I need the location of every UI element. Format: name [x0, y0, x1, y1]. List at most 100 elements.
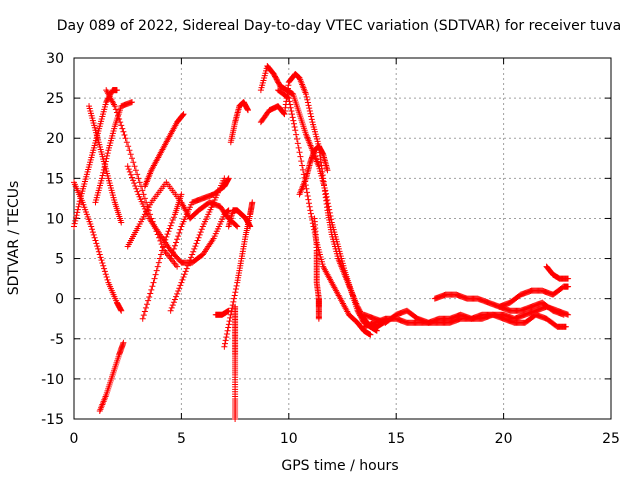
data-point — [233, 222, 240, 229]
data-point — [97, 254, 104, 261]
data-point — [225, 307, 232, 314]
series-trace-10 — [141, 111, 187, 190]
data-point — [71, 223, 77, 230]
data-point — [76, 201, 83, 208]
data-point — [196, 231, 203, 238]
data-point — [306, 203, 313, 210]
data-point — [244, 107, 251, 114]
data-point — [222, 340, 229, 347]
series-trace-05 — [96, 339, 127, 414]
data-point — [192, 243, 199, 250]
data-point — [315, 315, 322, 322]
data-point — [140, 312, 147, 319]
data-point — [169, 302, 176, 309]
data-point — [185, 259, 192, 266]
data-point — [286, 98, 293, 105]
series-trace-12 — [167, 175, 232, 262]
data-point — [307, 110, 314, 117]
data-point — [154, 263, 161, 270]
data-point — [290, 120, 297, 127]
data-point — [173, 239, 180, 246]
data-point — [308, 213, 315, 220]
series-trace-16 — [232, 303, 239, 422]
data-point — [190, 248, 197, 255]
data-point — [171, 242, 178, 249]
data-point — [94, 243, 101, 250]
data-point — [180, 111, 187, 118]
data-point — [120, 128, 127, 135]
data-point — [292, 127, 299, 134]
data-point — [308, 113, 315, 120]
data-point — [324, 167, 331, 174]
data-point — [72, 215, 79, 222]
data-point — [565, 275, 572, 282]
data-point — [148, 286, 155, 293]
data-point — [307, 210, 314, 217]
data-point — [159, 247, 166, 254]
series-trace-01 — [71, 87, 120, 230]
data-point — [146, 294, 153, 301]
data-point — [124, 163, 131, 170]
data-point — [141, 308, 148, 315]
series-trace-03 — [86, 103, 125, 226]
data-point — [115, 112, 122, 119]
data-point — [98, 175, 105, 182]
data-point — [167, 307, 174, 314]
data-point — [225, 321, 232, 328]
data-point — [295, 144, 302, 151]
data-point — [304, 192, 311, 199]
data-point — [102, 271, 109, 278]
data-point — [198, 226, 205, 233]
data-point — [179, 276, 186, 283]
series-trace-13 — [212, 307, 232, 318]
series-trace-04 — [92, 99, 135, 206]
data-point — [305, 102, 312, 109]
series-trace-09 — [139, 191, 185, 322]
data-points — [71, 63, 572, 422]
data-point — [93, 240, 100, 247]
plot-area-border — [73, 57, 612, 420]
data-point — [562, 323, 569, 330]
y-tick-label: -10 — [41, 372, 64, 388]
data-point — [103, 155, 110, 162]
data-point — [75, 203, 82, 210]
data-point — [305, 200, 312, 207]
data-point — [127, 151, 134, 158]
y-tick-label: 25 — [46, 91, 64, 107]
data-point — [113, 109, 120, 116]
data-point — [102, 158, 109, 165]
data-point — [193, 240, 200, 247]
data-point — [139, 315, 146, 322]
data-point — [175, 233, 182, 240]
data-point — [226, 318, 233, 325]
data-point — [231, 295, 238, 302]
data-point — [174, 290, 181, 297]
data-point — [191, 245, 198, 252]
data-point — [565, 283, 572, 290]
data-point — [101, 268, 108, 275]
data-point — [291, 123, 298, 130]
data-point — [299, 166, 306, 173]
data-point — [181, 271, 188, 278]
data-point — [174, 236, 181, 243]
data-point — [130, 177, 137, 184]
series-trace-20 — [275, 87, 374, 338]
data-point — [164, 231, 171, 238]
data-point — [234, 223, 241, 230]
data-point — [156, 255, 163, 262]
data-point — [113, 87, 120, 94]
grid-lines — [73, 57, 612, 420]
series-trace-02 — [71, 179, 125, 314]
data-point — [304, 96, 311, 103]
data-point — [133, 185, 140, 192]
data-point — [89, 229, 96, 236]
series-trace-15 — [221, 199, 256, 350]
data-point — [289, 111, 296, 118]
data-point — [147, 290, 154, 297]
data-point — [161, 239, 168, 246]
y-tick-label: -15 — [41, 412, 64, 428]
data-point — [72, 217, 79, 224]
series-trace-19 — [257, 71, 387, 330]
data-point — [119, 125, 126, 132]
data-point — [160, 243, 167, 250]
